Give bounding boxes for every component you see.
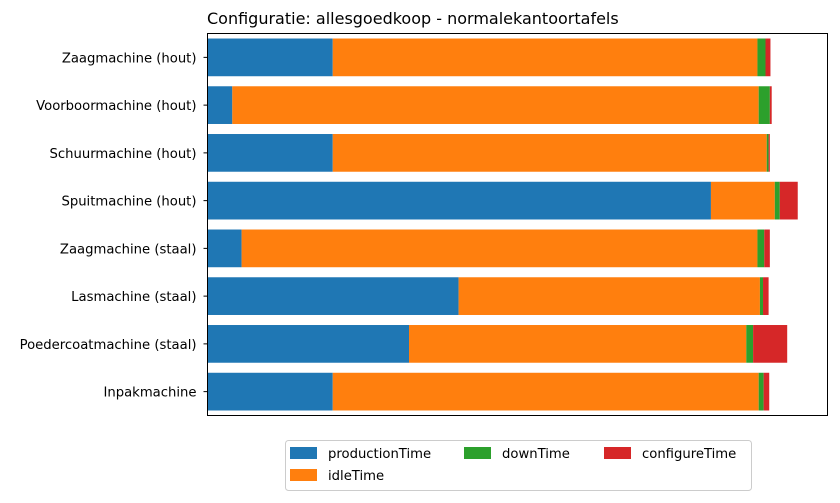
- bar-poedercoatmachine-staal-idletime: [409, 325, 747, 363]
- bar-schuurmachine-hout-productiontime: [207, 134, 333, 172]
- chart-title: Configuratie: allesgoedkoop - normalekan…: [207, 9, 619, 28]
- y-tick-label: Lasmachine (staal): [71, 290, 196, 305]
- bar-lasmachine-staal-configuretime: [763, 277, 769, 315]
- bar-inpakmachine-downtime: [758, 372, 764, 411]
- legend-swatch-idletime: [290, 469, 317, 481]
- plot-frame: [207, 33, 828, 416]
- legend-swatch-productiontime: [290, 447, 317, 459]
- bar-zaagmachine-staal-configuretime: [764, 229, 770, 268]
- y-tick-label: Zaagmachine (staal): [60, 242, 197, 257]
- y-tick-label: Inpakmachine: [103, 386, 196, 401]
- legend-label-configuretime: configureTime: [642, 447, 736, 462]
- bar-spuitmachine-hout-productiontime: [207, 181, 711, 220]
- bar-voorboormachine-hout-configuretime: [769, 86, 772, 124]
- bar-inpakmachine-configuretime: [763, 372, 770, 411]
- bar-voorboormachine-hout-productiontime: [207, 86, 233, 124]
- y-tick-label: Schuurmachine (hout): [50, 147, 197, 162]
- bar-inpakmachine-idletime: [332, 372, 759, 411]
- legend: productionTime idleTime downTime configureT…: [285, 440, 752, 491]
- legend-label-idletime: idleTime: [328, 469, 384, 484]
- bar-spuitmachine-hout-downtime: [774, 181, 780, 220]
- legend-swatch-downtime: [464, 447, 491, 459]
- bar-voorboormachine-hout-downtime: [758, 86, 770, 124]
- bar-zaagmachine-hout-configuretime: [765, 38, 771, 77]
- y-tick-label: Poedercoatmachine (staal): [20, 338, 197, 353]
- y-axis: Zaagmachine (hout) Voorboormachine (hout)…: [20, 51, 208, 401]
- bar-spuitmachine-hout-configuretime: [779, 181, 798, 220]
- y-tick-label: Voorboormachine (hout): [36, 99, 196, 114]
- bar-poedercoatmachine-staal-downtime: [746, 325, 754, 363]
- bars-layer: [207, 38, 798, 411]
- legend-label-productiontime: productionTime: [328, 447, 431, 462]
- bar-schuurmachine-hout-downtime: [766, 134, 769, 172]
- bar-zaagmachine-staal-downtime: [757, 229, 765, 268]
- bar-spuitmachine-hout-idletime: [710, 181, 775, 220]
- y-tick-label: Spuitmachine (hout): [61, 195, 196, 210]
- bar-lasmachine-staal-productiontime: [207, 277, 459, 315]
- bar-schuurmachine-hout-configuretime: [768, 134, 770, 172]
- bar-zaagmachine-staal-idletime: [241, 229, 758, 268]
- bar-schuurmachine-hout-idletime: [332, 134, 767, 172]
- bar-zaagmachine-hout-idletime: [332, 38, 758, 77]
- bar-voorboormachine-hout-idletime: [232, 86, 759, 124]
- bar-lasmachine-staal-downtime: [759, 277, 764, 315]
- bar-inpakmachine-productiontime: [207, 372, 333, 411]
- bar-poedercoatmachine-staal-configuretime: [753, 325, 788, 363]
- bar-zaagmachine-staal-productiontime: [207, 229, 242, 268]
- y-tick-label: Zaagmachine (hout): [62, 51, 197, 66]
- legend-box: [285, 440, 752, 491]
- bar-zaagmachine-hout-downtime: [757, 38, 766, 77]
- bar-zaagmachine-hout-productiontime: [207, 38, 333, 77]
- bar-poedercoatmachine-staal-productiontime: [207, 325, 409, 363]
- legend-label-downtime: downTime: [502, 447, 570, 462]
- bar-lasmachine-staal-idletime: [458, 277, 760, 315]
- legend-swatch-configuretime: [604, 447, 631, 459]
